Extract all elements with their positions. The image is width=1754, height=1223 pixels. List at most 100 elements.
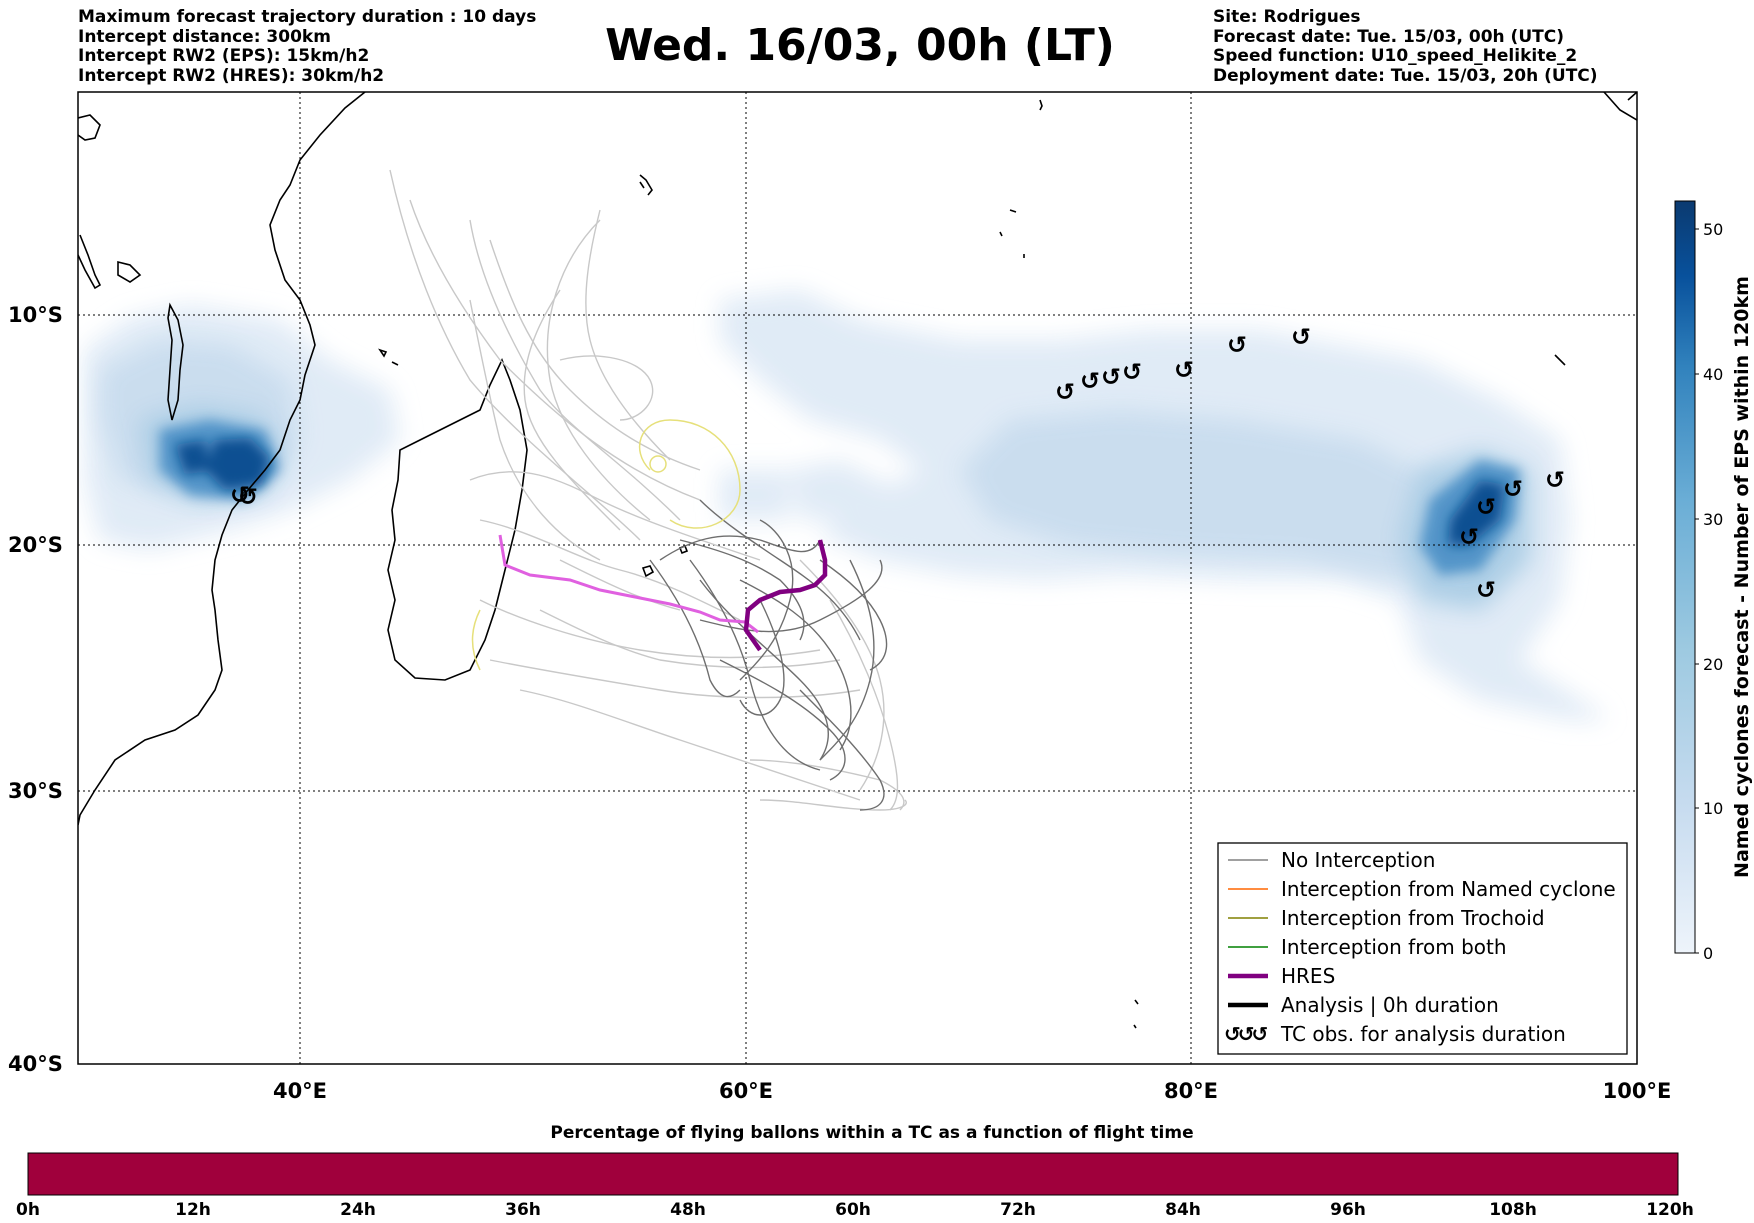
maldives	[1039, 99, 1043, 111]
flight-time-tick: 0h	[16, 1200, 40, 1220]
eps-density-field	[85, 290, 1610, 720]
legend-item-analysis: Analysis | 0h duration	[1228, 993, 1499, 1017]
flight-time-tick: 36h	[505, 1200, 541, 1220]
cyclone-symbol: ↺	[1080, 367, 1100, 395]
flight-time-tick: 108h	[1489, 1200, 1537, 1220]
lat-label: 40°S	[8, 1052, 63, 1076]
cyclone-symbol: ↺	[1174, 356, 1194, 384]
longitude-labels: 40°E 60°E 80°E 100°E	[273, 1079, 1671, 1103]
speed-function-text: Speed function: U10_speed_Helikite_2	[1213, 46, 1578, 66]
lake-malawi	[167, 302, 184, 421]
flight-time-tick: 12h	[175, 1200, 211, 1220]
colorbar-tick-label: 30	[1703, 510, 1723, 529]
reunion-island	[641, 565, 655, 578]
deployment-date-text: Deployment date: Tue. 15/03, 20h (UTC)	[1213, 65, 1598, 86]
cyclone-observations: ↺ ↺ ↺ ↺ ↺ ↺ ↺ ↺ ↺ ↺ ↺ ↺ ↺ ↺	[230, 323, 1565, 604]
colorbar-tick-label: 10	[1703, 799, 1723, 818]
legend-label: Interception from Trochoid	[1281, 906, 1545, 930]
st-paul-island	[1133, 999, 1139, 1029]
cyclone-symbol: ↺	[1476, 576, 1496, 604]
legend-tc-symbols: ↺↺↺	[1224, 1022, 1268, 1046]
flight-time-title: Percentage of flying ballons within a TC…	[550, 1123, 1193, 1143]
trajectories-dark	[649, 499, 888, 811]
map-frame	[77, 91, 1638, 1065]
mascarene-island	[1554, 354, 1566, 366]
hres-path-pink	[498, 534, 759, 634]
flight-time-bar-fill	[28, 1153, 1678, 1195]
cyclone-symbol: ↺	[1476, 493, 1496, 521]
legend-box	[1217, 842, 1628, 1055]
madagascar-coastline	[387, 358, 528, 681]
cyclone-symbol: ↺	[1545, 466, 1565, 494]
header-right-info: Site: Rodrigues Forecast date: Tue. 15/0…	[1213, 7, 1598, 86]
trochoid-path	[471, 419, 741, 671]
forecast-date-text: Forecast date: Tue. 15/03, 00h (UTC)	[1213, 26, 1564, 47]
header-left-info: Maximum forecast trajectory duration : 1…	[78, 7, 537, 86]
lon-label: 60°E	[719, 1079, 773, 1103]
colorbar-ticks: 0 10 20 30 40 50	[1695, 220, 1723, 963]
cyclone-symbol: ↺	[1055, 378, 1075, 406]
africa-horn-coast	[78, 114, 101, 141]
legend-item-trochoid: Interception from Trochoid	[1228, 906, 1545, 930]
legend-label: Interception from Named cyclone	[1281, 877, 1616, 901]
flight-time-tick: 72h	[1000, 1200, 1036, 1220]
gridlines	[78, 92, 1637, 1064]
intercept-hres-text: Intercept RW2 (HRES): 30km/h2	[78, 65, 385, 86]
cyclone-symbol: ↺	[230, 481, 250, 509]
latitude-labels: 10°S 20°S 30°S 40°S	[8, 303, 63, 1076]
colorbar-gradient	[1674, 200, 1696, 954]
cyclone-symbol: ↺	[1227, 331, 1247, 359]
flight-time-tick: 60h	[835, 1200, 871, 1220]
cyclone-symbol: ↺	[1291, 323, 1311, 351]
lon-label: 100°E	[1603, 1079, 1672, 1103]
flight-time-tick: 96h	[1330, 1200, 1366, 1220]
legend-item-no-interception: No Interception	[1228, 848, 1435, 872]
cyclone-symbol: ↺	[1122, 358, 1142, 386]
max-duration-text: Maximum forecast trajectory duration : 1…	[78, 7, 537, 27]
lat-label: 10°S	[8, 303, 63, 327]
map-title: Wed. 16/03, 00h (LT)	[605, 20, 1115, 71]
flight-time-tick: 48h	[670, 1200, 706, 1220]
flight-time-tick: 24h	[340, 1200, 376, 1220]
lon-label: 80°E	[1164, 1079, 1218, 1103]
hres-path	[743, 539, 828, 652]
site-text: Site: Rodrigues	[1213, 7, 1361, 27]
legend-label: TC obs. for analysis duration	[1280, 1022, 1566, 1046]
cyclone-symbol: ↺	[238, 483, 258, 511]
flight-time-tick: 84h	[1165, 1200, 1201, 1220]
indonesia-coast	[1603, 92, 1637, 121]
colorbar-tick-label: 0	[1703, 944, 1713, 963]
intercept-distance-text: Intercept distance: 300km	[78, 26, 331, 47]
seychelles	[639, 174, 653, 196]
coastlines	[78, 92, 1637, 1029]
comoros	[378, 348, 399, 366]
flight-time-bar-frame	[27, 1152, 1679, 1196]
legend-item-both: Interception from both	[1228, 935, 1507, 959]
lon-label: 40°E	[273, 1079, 327, 1103]
flight-time-ticks: 0h 12h 24h 36h 48h 60h 72h 84h 96h 108h …	[16, 1200, 1694, 1220]
chagos	[999, 209, 1025, 258]
flight-time-bar: Percentage of flying ballons within a TC…	[16, 1123, 1694, 1220]
cyclone-symbol: ↺	[1459, 523, 1479, 551]
intercept-eps-text: Intercept RW2 (EPS): 15km/h2	[78, 46, 370, 66]
cyclone-symbol: ↺	[1101, 363, 1121, 391]
colorbar-label: Named cyclones forecast - Number of EPS …	[1731, 276, 1753, 878]
lat-label: 30°S	[8, 779, 63, 803]
trajectories-light	[389, 169, 907, 811]
legend-label: HRES	[1281, 964, 1335, 988]
legend-item-tc-obs: ↺↺↺ TC obs. for analysis duration	[1224, 1022, 1566, 1046]
legend-label: No Interception	[1281, 848, 1435, 872]
flight-time-tick: 120h	[1646, 1200, 1694, 1220]
lat-label: 20°S	[8, 533, 63, 557]
legend-item-named-cyclone: Interception from Named cyclone	[1228, 877, 1616, 901]
lake-tanganyika	[78, 234, 102, 290]
lake-victoria	[117, 260, 142, 283]
cyclone-symbol: ↺	[1503, 475, 1523, 503]
colorbar: 0 10 20 30 40 50 Named cyclones forecast…	[1674, 200, 1753, 963]
legend-item-hres: HRES	[1228, 964, 1335, 988]
legend-label: Interception from both	[1281, 935, 1507, 959]
legend-label: Analysis | 0h duration	[1281, 993, 1499, 1017]
colorbar-tick-label: 50	[1703, 220, 1723, 239]
colorbar-tick-label: 20	[1703, 655, 1723, 674]
